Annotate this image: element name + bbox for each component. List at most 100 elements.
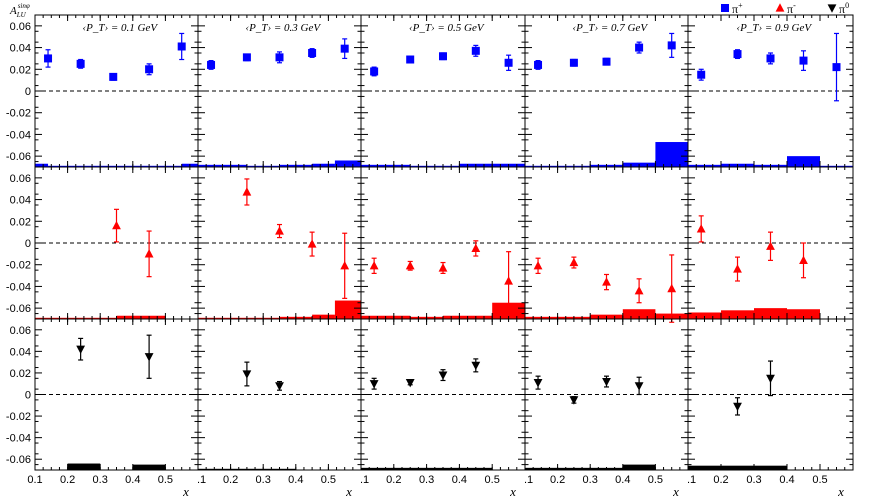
data-point — [504, 276, 513, 285]
panel-r0-c4: ‹P_T› = 0.9 GeV — [687, 14, 854, 168]
x-tick-label: 0.4 — [288, 474, 303, 486]
panel-r2-c2: .1 0.2 0.3 0.4 0.5 x — [360, 318, 526, 499]
panel-layer: ‹P_T› = 0.1 GeV 0.06 0.04 0.02 0 -0.02 -0.04 -0… — [6, 14, 854, 499]
pt-bin-label: ‹P_T› = 0.7 GeV — [572, 22, 648, 34]
data-point — [471, 46, 480, 55]
y-tick-label: -0.06 — [6, 454, 31, 466]
data-point — [667, 283, 677, 293]
legend-label: π0 — [839, 1, 849, 16]
data-point — [242, 53, 251, 62]
x-tick-label: 0.5 — [812, 474, 827, 486]
y-tick-label: 0.04 — [10, 43, 31, 55]
y-tick-label: 0 — [25, 86, 31, 98]
data-point — [438, 263, 448, 272]
data-point — [109, 72, 118, 81]
x-tick-label: 0.4 — [125, 474, 140, 486]
data-point — [634, 285, 644, 295]
data-point — [406, 55, 415, 64]
x-tick-label: 0.5 — [648, 474, 663, 486]
panel-r2-c4: .1 0.2 0.3 0.4 0.5 x — [687, 318, 854, 499]
x-tick-label: 0.5 — [321, 474, 336, 486]
data-point — [602, 57, 611, 66]
x-axis-label: x — [345, 484, 352, 499]
y-axis-label: ALUsinφ — [9, 2, 30, 19]
y-tick-label: 0.02 — [10, 64, 31, 76]
y-tick-label: -0.04 — [6, 281, 31, 293]
legend-item-0: π+ — [721, 1, 743, 16]
x-tick-label: 0.3 — [256, 474, 271, 486]
y-tick-label: 0 — [25, 238, 31, 250]
systematic-band — [312, 163, 335, 167]
data-point — [438, 371, 448, 380]
x-tick-label: 0.4 — [615, 474, 630, 486]
data-point — [471, 361, 481, 371]
data-point — [112, 220, 121, 230]
x-tick-label: 0.2 — [386, 474, 401, 486]
panel-r1-c4 — [687, 166, 854, 320]
data-point — [569, 396, 579, 405]
systematic-band — [334, 160, 361, 167]
data-point — [275, 382, 284, 391]
data-point — [44, 54, 53, 63]
legend-label: π- — [787, 1, 796, 16]
data-point — [733, 264, 742, 273]
systematic-band — [787, 156, 820, 167]
x-tick-label: .1 — [524, 474, 533, 486]
data-point — [369, 261, 379, 270]
data-point — [340, 44, 349, 53]
y-tick-label: -0.04 — [6, 433, 31, 445]
pt-bin-label: ‹P_T› = 0.5 GeV — [409, 22, 485, 34]
panel-r1-c3 — [524, 166, 689, 323]
data-point — [733, 50, 742, 59]
data-point — [602, 377, 611, 387]
data-point — [145, 65, 154, 74]
x-axis-label: x — [837, 484, 844, 499]
x-tick-label: 0.3 — [583, 474, 598, 486]
data-point — [405, 261, 415, 270]
data-point — [534, 60, 543, 69]
panel-r2-c3: .1 0.2 0.3 0.4 0.5 x — [524, 318, 689, 499]
data-point — [144, 249, 154, 258]
data-point — [696, 224, 706, 233]
data-point — [569, 58, 578, 67]
data-point — [242, 370, 252, 379]
data-point — [504, 58, 513, 67]
data-point — [307, 239, 317, 248]
data-point — [533, 379, 543, 388]
systematic-band — [622, 309, 656, 319]
data-point — [242, 187, 252, 196]
y-tick-label: 0 — [25, 390, 31, 402]
systematic-band — [655, 142, 688, 167]
panel-frame — [687, 318, 854, 471]
data-point — [667, 41, 676, 50]
x-tick-label: .1 — [197, 474, 206, 486]
data-point — [569, 257, 579, 267]
data-point — [369, 380, 379, 389]
panel-r0-c3: ‹P_T› = 0.7 GeV — [524, 14, 689, 168]
y-tick-label: 0.06 — [10, 21, 31, 33]
panel-r1-c0: 0.06 0.04 0.02 0 -0.02 -0.04 -0.06 — [6, 166, 199, 320]
y-tick-label: 0.02 — [10, 216, 31, 228]
data-point — [697, 70, 706, 79]
x-tick-label: 0.2 — [713, 474, 728, 486]
y-tick-label: -0.02 — [6, 260, 31, 272]
data-point — [766, 54, 775, 63]
panel-r2-c0: 0.06 0.04 0.02 0 -0.02 -0.04 -0.06 0.1 0.2 0.3 0.4… — [6, 318, 199, 499]
pt-bin-label: ‹P_T› = 0.3 GeV — [245, 22, 321, 34]
data-point — [733, 402, 742, 412]
pt-bin-label: ‹P_T› = 0.1 GeV — [82, 22, 158, 34]
y-tick-label: -0.06 — [6, 151, 31, 163]
panel-r2-c1: .1 0.2 0.3 0.4 0.5 x — [197, 318, 362, 499]
systematic-band — [754, 308, 787, 319]
y-tick-label: 0.06 — [10, 325, 31, 337]
systematic-band — [688, 312, 721, 319]
y-tick-label: 0.06 — [10, 173, 31, 185]
legend-marker — [827, 4, 837, 13]
data-point — [275, 226, 284, 235]
axis-label-layer: ALUsinφ — [9, 2, 30, 19]
x-tick-label: 0.3 — [746, 474, 761, 486]
y-tick-label: -0.02 — [6, 108, 31, 120]
pt-bin-label: ‹P_T› = 0.9 GeV — [736, 22, 812, 34]
x-tick-label: 0.4 — [779, 474, 794, 486]
x-tick-label: 0.2 — [60, 474, 75, 486]
